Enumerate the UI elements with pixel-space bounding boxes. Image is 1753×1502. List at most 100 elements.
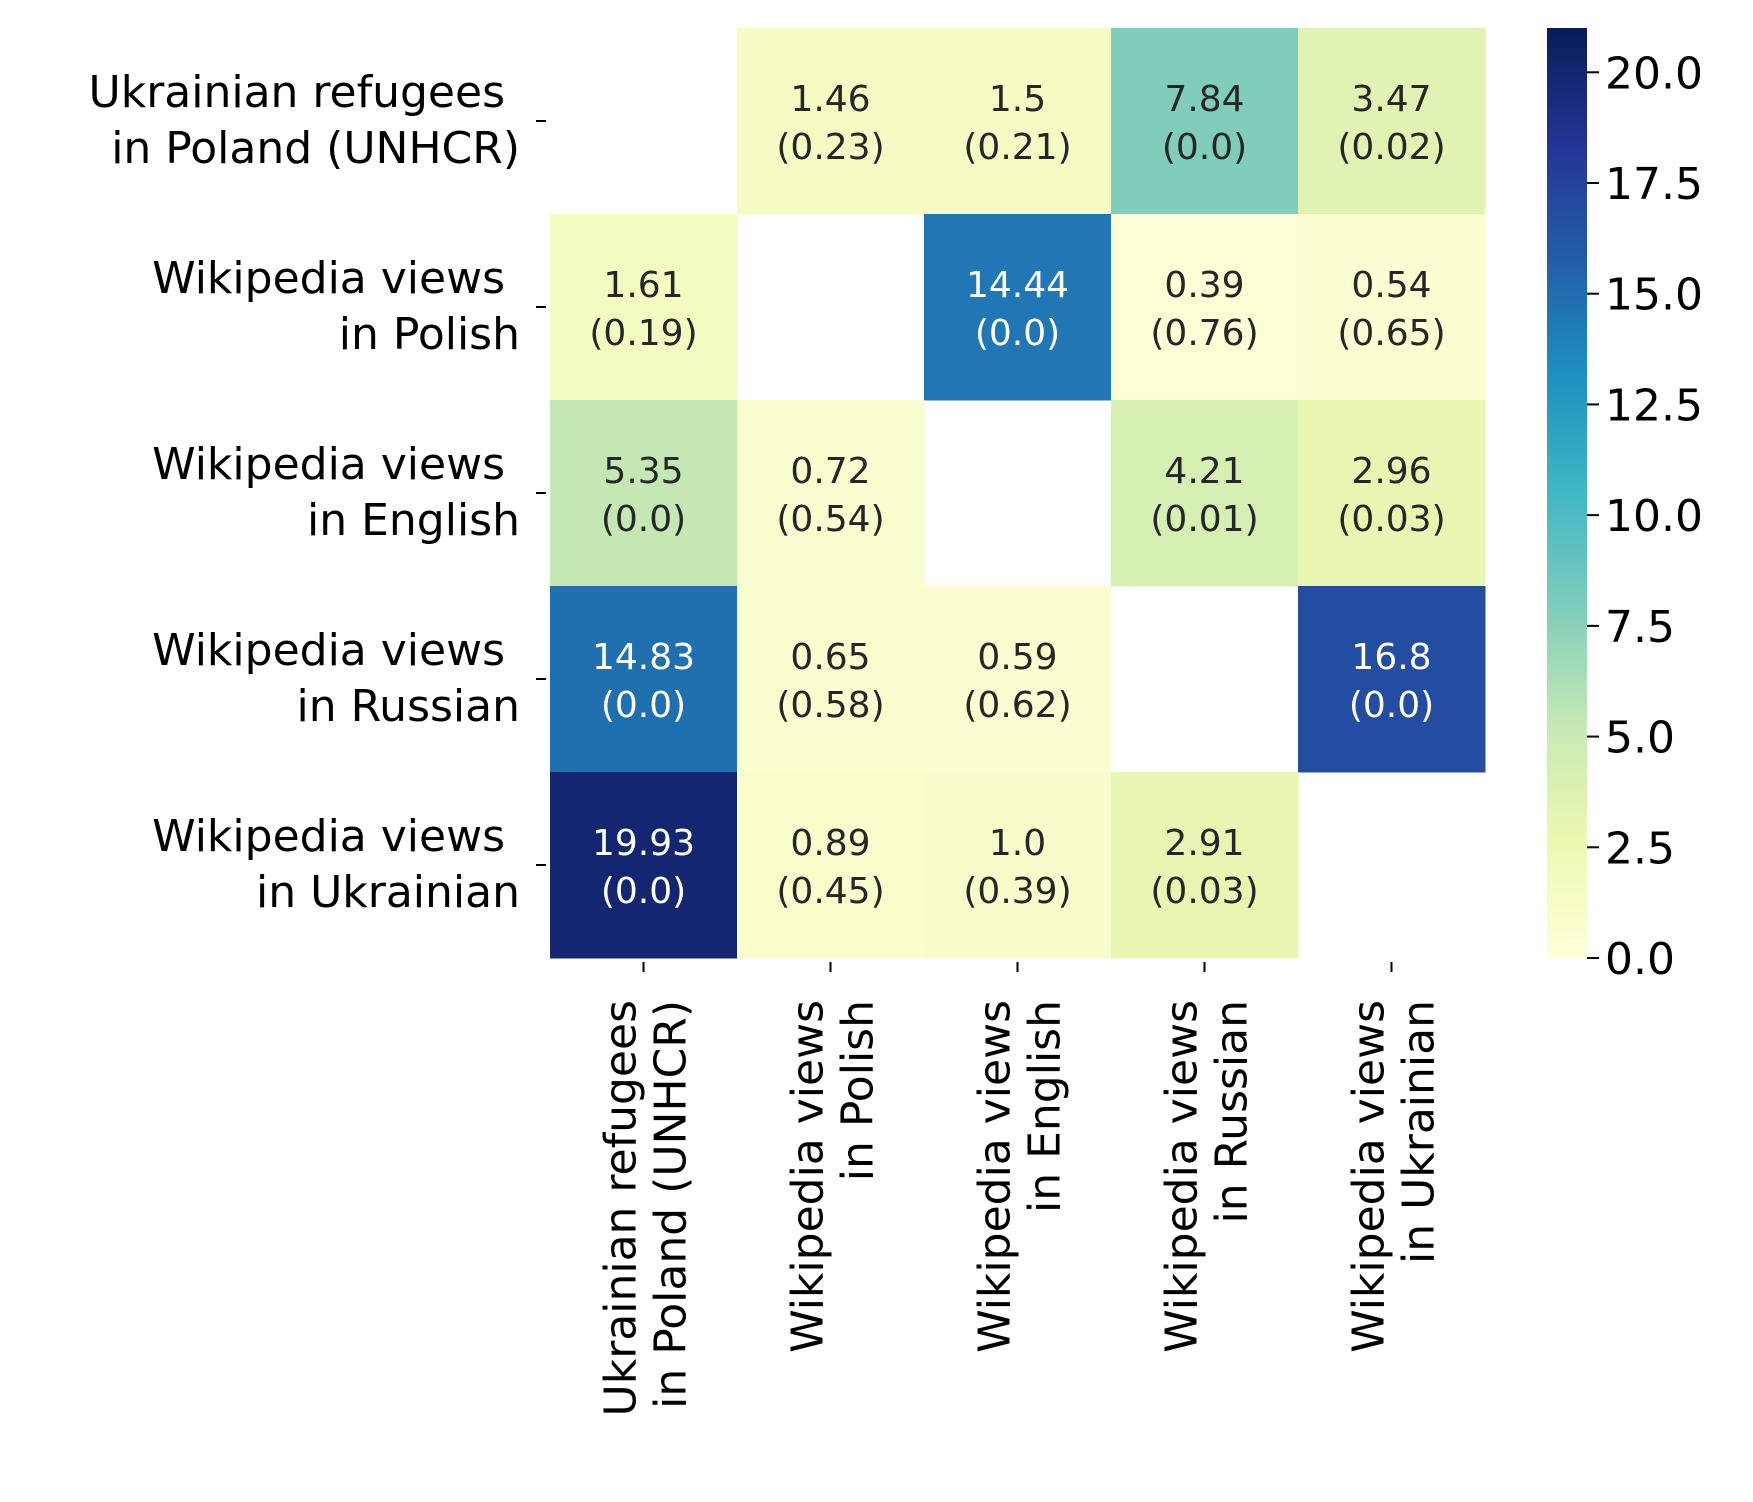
heatmap-cell [1111,772,1299,959]
column-label-line: in Polish [833,1000,884,1181]
cell-p-value-label: (0.0) [1349,685,1434,726]
cell-p-value-label: (0.01) [1150,499,1258,540]
column-label-line: in Russian [1207,1000,1258,1224]
column-label: Wikipedia views in Russian [1157,1000,1258,1353]
colorbar-tick-label: 5.0 [1605,713,1675,764]
colorbar-tick-label: 15.0 [1605,270,1703,321]
column-label-line: in English [1020,1000,1071,1213]
cell-p-value-label: (0.0) [601,685,686,726]
heatmap-cell [924,28,1112,215]
row-label: in Ukrainian [256,867,520,918]
column-label-line: Wikipedia views [783,1000,834,1353]
row-label: Wikipedia views [152,625,505,676]
heatmap-cell [550,772,738,959]
cell-value-label: 1.61 [603,265,683,306]
cell-value-label: 14.83 [592,637,695,678]
cell-value-label: 7.84 [1164,79,1244,120]
cell-value-label: 14.44 [966,265,1069,306]
heatmap-cell [1111,400,1299,587]
cell-value-label: 0.72 [790,451,870,492]
column-label-line: Wikipedia views [1157,1000,1208,1353]
cell-p-value-label: (0.58) [776,685,884,726]
column-label-line: in Ukrainian [1394,1000,1445,1264]
cell-value-label: 19.93 [592,823,695,864]
cell-p-value-label: (0.76) [1150,313,1258,354]
cell-p-value-label: (0.0) [601,871,686,912]
heatmap-cell [737,400,925,587]
cell-p-value-label: (0.0) [1162,127,1247,168]
heatmap-cell [924,586,1112,773]
cell-value-label: 3.47 [1351,79,1431,120]
cell-value-label: 2.96 [1351,451,1431,492]
heatmap-cell [924,214,1112,401]
column-label: Wikipedia views in Ukrainian [1344,1000,1445,1353]
cell-p-value-label: (0.23) [776,127,884,168]
heatmap-cell [924,772,1112,959]
cell-value-label: 5.35 [603,451,683,492]
cell-value-label: 1.46 [790,79,870,120]
cell-p-value-label: (0.0) [601,499,686,540]
cell-value-label: 0.39 [1164,265,1244,306]
colorbar-tick-label: 2.5 [1605,823,1675,874]
column-label-line: in Poland (UNHCR) [646,1000,697,1409]
cell-value-label: 1.0 [989,823,1046,864]
row-label: in Russian [296,681,520,732]
cell-value-label: 1.5 [989,79,1046,120]
heatmap-cell [737,586,925,773]
column-label-line: Wikipedia views [1344,1000,1395,1353]
heatmap-cell [550,400,738,587]
colorbar-gradient [1547,28,1587,958]
row-label: Wikipedia views [152,811,505,862]
cell-value-label: 16.8 [1351,637,1431,678]
colorbar-tick-label: 10.0 [1605,491,1703,542]
cell-p-value-label: (0.45) [776,871,884,912]
column-label-line: Ukrainian refugees [596,1000,647,1416]
heatmap-cell [1298,400,1486,587]
row-label: in English [307,495,520,546]
cell-p-value-label: (0.21) [963,127,1071,168]
cell-value-label: 2.91 [1164,823,1244,864]
cell-value-label: 4.21 [1164,451,1244,492]
heatmap-cell [737,772,925,959]
cell-p-value-label: (0.03) [1337,499,1445,540]
colorbar: 0.0 2.5 5.0 7.5 10.0 12.5 15.0 17.5 20.0 [1547,28,1703,985]
heatmap-cell [1298,28,1486,215]
row-label: Wikipedia views [152,253,505,304]
column-label-line: Wikipedia views [970,1000,1021,1353]
colorbar-tick-label: 7.5 [1605,602,1675,653]
colorbar-tick-label: 17.5 [1605,159,1703,210]
heatmap-cells: 1.46 (0.23) 1.5 (0.21) 7.84 (0.0) 3.47 (0.02) 1.… [550,28,1486,959]
row-label: in Polish [339,309,520,360]
colorbar-tick-label: 0.0 [1605,934,1675,985]
row-label: in Poland (UNHCR) [111,123,520,174]
cell-p-value-label: (0.62) [963,685,1071,726]
heatmap-cell [550,586,738,773]
cell-p-value-label: (0.54) [776,499,884,540]
column-label: Wikipedia views in English [970,1000,1071,1353]
heatmap-cell [1111,28,1299,215]
row-label: Wikipedia views [152,439,505,490]
heatmap-cell [1298,214,1486,401]
cell-p-value-label: (0.39) [963,871,1071,912]
cell-value-label: 0.54 [1351,265,1431,306]
cell-value-label: 0.89 [790,823,870,864]
cell-p-value-label: (0.02) [1337,127,1445,168]
cell-value-label: 0.59 [977,637,1057,678]
colorbar-tick-label: 20.0 [1605,48,1703,99]
heatmap-cell [1298,586,1486,773]
cell-p-value-label: (0.65) [1337,313,1445,354]
column-labels: Ukrainian refugees in Poland (UNHCR) Wikip… [596,962,1445,1416]
colorbar-tick-label: 12.5 [1605,380,1703,431]
column-label: Ukrainian refugees in Poland (UNHCR) [596,1000,697,1416]
cell-p-value-label: (0.03) [1150,871,1258,912]
column-label: Wikipedia views in Polish [783,1000,884,1353]
row-label: Ukrainian refugees [89,67,505,118]
cell-p-value-label: (0.0) [975,313,1060,354]
cell-value-label: 0.65 [790,637,870,678]
heatmap-cell [737,28,925,215]
heatmap-cell [1111,214,1299,401]
cell-p-value-label: (0.19) [589,313,697,354]
heatmap-cell [550,214,738,401]
